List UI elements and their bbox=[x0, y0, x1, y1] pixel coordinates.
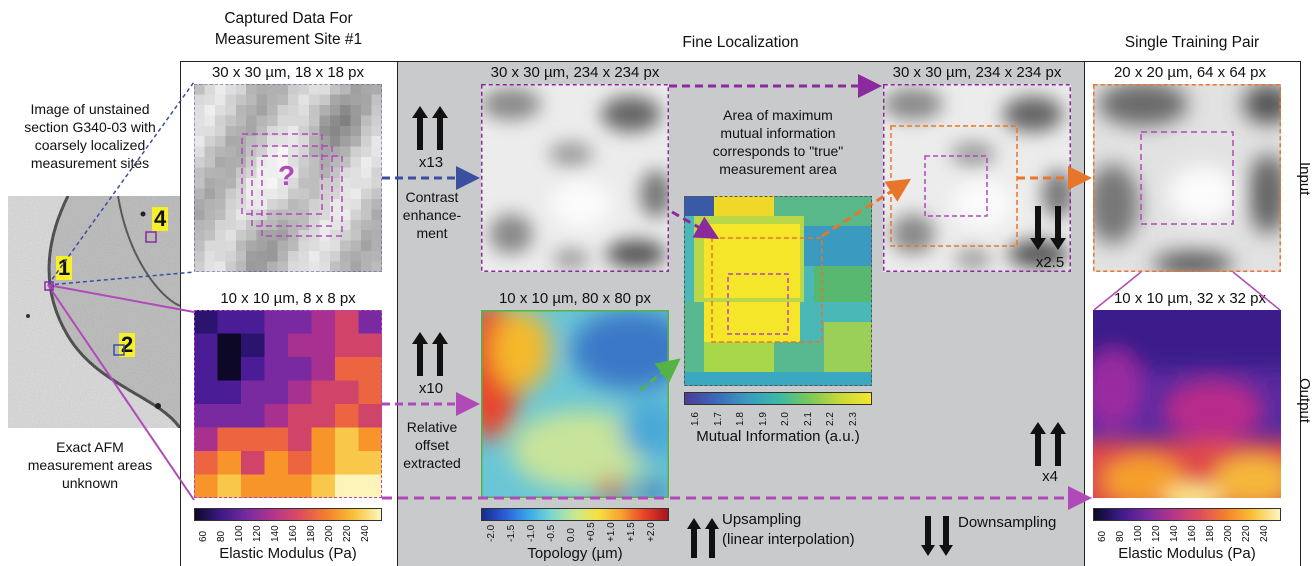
header-single-training-pair: Single Training Pair bbox=[1124, 34, 1260, 51]
mutual-info-label: Mutual Information (a.u.) bbox=[696, 428, 860, 445]
captured-input-image bbox=[194, 84, 382, 272]
contrast-line3: ment bbox=[416, 225, 448, 241]
site-label-1: 1 bbox=[56, 255, 73, 280]
left-caption-line4: measurement sites bbox=[30, 155, 150, 171]
step-x4: x4 bbox=[1042, 468, 1058, 485]
mutual-info-colorbar bbox=[684, 392, 872, 405]
training-output-image bbox=[1093, 310, 1281, 498]
captured-output-border bbox=[194, 310, 382, 498]
downsample-x2-5-icon bbox=[1030, 206, 1066, 250]
fine-input-title: 30 x 30 µm, 234 x 234 px bbox=[490, 64, 660, 81]
mi-annotation-line4: measurement area bbox=[719, 161, 837, 177]
training-connector-lines bbox=[1093, 271, 1281, 311]
left-caption: Image of unstained section G340-03 with … bbox=[0, 100, 180, 172]
captured-output-heatmap bbox=[194, 310, 382, 498]
frame-right-line bbox=[1300, 61, 1301, 566]
training-input-image bbox=[1093, 84, 1281, 272]
offset-line1: Relative bbox=[406, 419, 458, 435]
mutual-information-heatmap bbox=[684, 196, 872, 302]
step-x10: x10 bbox=[418, 380, 444, 397]
fine-output-title: 10 x 10 µm, 80 x 80 px bbox=[498, 290, 652, 307]
frame-top-line bbox=[180, 61, 1301, 62]
contrast-line2: enhance- bbox=[402, 207, 462, 223]
cap-input-title: 30 x 30 µm, 18 x 18 px bbox=[211, 64, 365, 81]
fine-input-image bbox=[481, 84, 669, 272]
mi-annotation-line2: mutual information bbox=[720, 125, 836, 141]
step-contrast: Contrast enhance- ment bbox=[398, 188, 466, 242]
left-bottom-line1: Exact AFM bbox=[56, 439, 124, 455]
legend-up-line2: (linear interpolation) bbox=[722, 531, 855, 548]
train-output-title: 10 x 10 µm, 32 x 32 px bbox=[1113, 290, 1267, 307]
left-caption-line1: Image of unstained bbox=[30, 101, 150, 117]
elastic-label-right: Elastic Modulus (Pa) bbox=[1118, 545, 1256, 562]
left-caption-line2: section G340-03 with bbox=[24, 119, 156, 135]
header-captured-line2: Measurement Site #1 bbox=[214, 31, 363, 48]
topology-colorbar bbox=[481, 508, 669, 521]
step-offset: Relative offset extracted bbox=[398, 418, 466, 472]
elastic-colorbar-left bbox=[194, 508, 382, 521]
mutual-information-overlay bbox=[684, 196, 872, 386]
left-bottom-caption: Exact AFM measurement areas unknown bbox=[0, 438, 180, 492]
topology-label: Topology (µm) bbox=[527, 545, 623, 562]
left-bottom-line2: measurement areas bbox=[27, 457, 153, 473]
header-captured-line1: Captured Data For bbox=[224, 10, 353, 27]
frame-left-line bbox=[180, 61, 181, 566]
step-x2-5: x2.5 bbox=[1035, 254, 1065, 271]
frame-divider-2 bbox=[1084, 61, 1085, 566]
elastic-colorbar-right bbox=[1093, 508, 1281, 521]
tissue-section-image bbox=[8, 196, 180, 428]
mi-annotation-line1: Area of maximum bbox=[723, 107, 833, 123]
frame-divider-1 bbox=[397, 61, 398, 566]
legend-upsample: Upsampling (linear interpolation) bbox=[722, 510, 855, 550]
upsample-x4-icon bbox=[1030, 422, 1066, 466]
site-label-4: 4 bbox=[152, 206, 169, 231]
header-captured: Captured Data For Measurement Site #1 bbox=[180, 8, 397, 50]
left-caption-line3: coarsely localized bbox=[34, 137, 146, 153]
left-bottom-line3: unknown bbox=[61, 475, 119, 491]
fine-input2-title: 30 x 30 µm, 234 x 234 px bbox=[892, 64, 1062, 81]
mi-annotation-line3: corresponds to "true" bbox=[712, 143, 844, 159]
elastic-label-left: Elastic Modulus (Pa) bbox=[219, 545, 357, 562]
legend-upsample-icon bbox=[687, 518, 719, 558]
mutual-information-lower bbox=[684, 302, 872, 386]
question-mark: ? bbox=[278, 160, 296, 191]
mutual-info-annotation: Area of maximum mutual information corre… bbox=[680, 106, 876, 178]
legend-downsample-icon bbox=[921, 516, 953, 556]
fine-output-image bbox=[481, 310, 669, 498]
cap-output-title: 10 x 10 µm, 8 x 8 px bbox=[220, 290, 356, 307]
captured-input-overlay bbox=[241, 133, 343, 237]
step-x13: x13 bbox=[418, 154, 444, 171]
header-fine-localization: Fine Localization bbox=[682, 34, 799, 51]
contrast-line1: Contrast bbox=[405, 189, 459, 205]
legend-downsample: Downsampling bbox=[958, 514, 1057, 531]
offset-line2: offset bbox=[415, 437, 449, 453]
train-input-title: 20 x 20 µm, 64 x 64 px bbox=[1113, 64, 1267, 81]
upsample-x13-icon bbox=[412, 106, 448, 150]
legend-up-line1: Upsampling bbox=[722, 511, 802, 528]
offset-line3: extracted bbox=[403, 455, 461, 471]
upsample-x10-icon bbox=[412, 332, 448, 376]
